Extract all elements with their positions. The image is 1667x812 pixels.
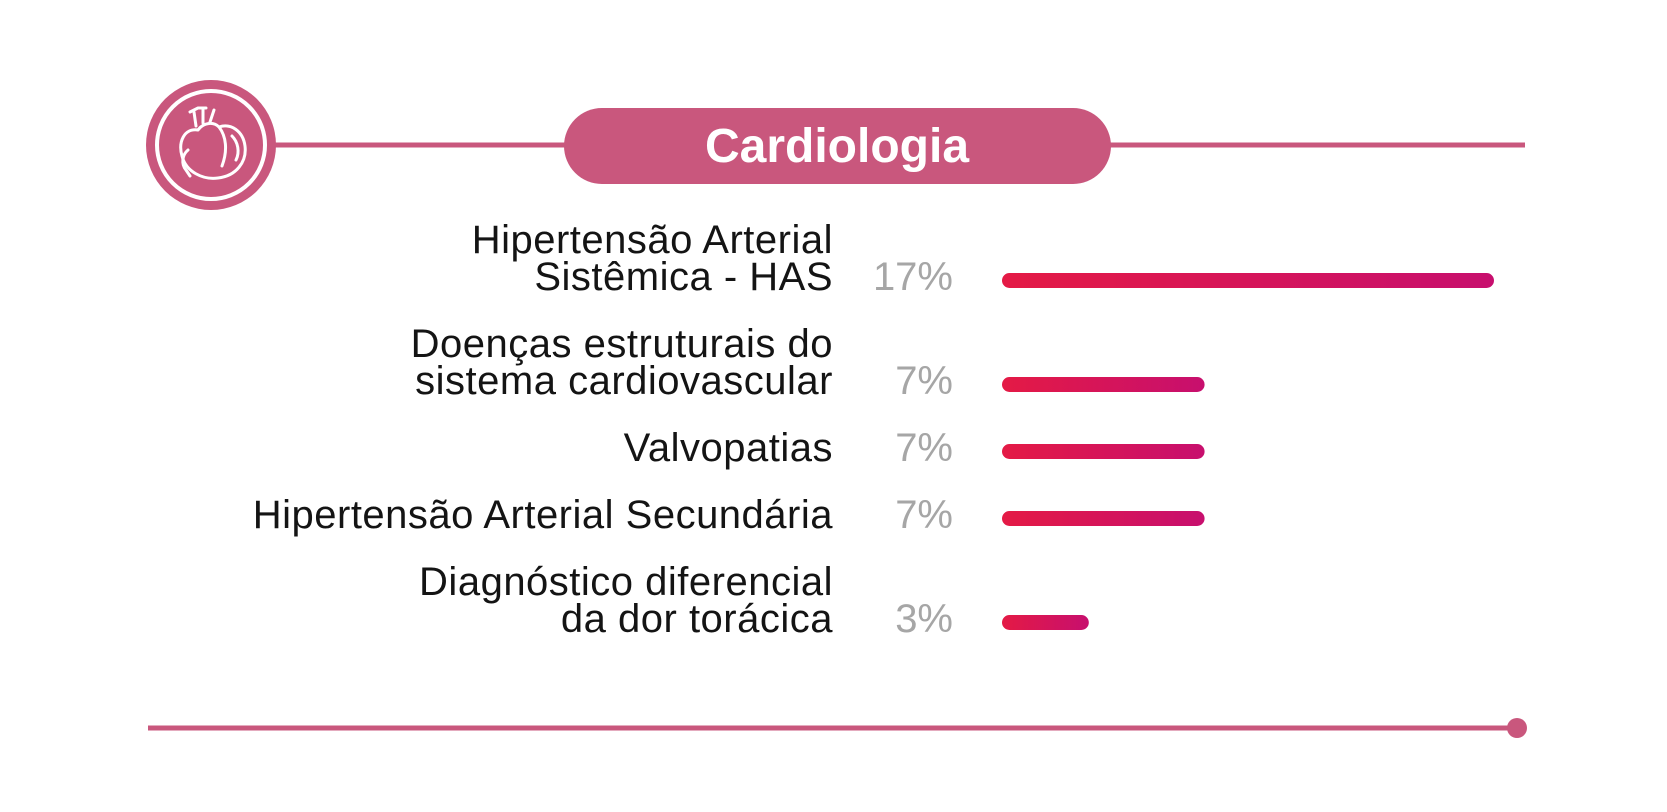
bar <box>1002 377 1205 392</box>
value-label: 7% <box>895 359 953 403</box>
value-label: 17% <box>873 255 953 299</box>
bar-row: Doenças estruturais do sistema cardiovasc… <box>411 322 1205 403</box>
bar <box>1002 511 1205 526</box>
category-label: Doenças estruturais do sistema cardiovasc… <box>411 322 833 403</box>
bar-row: Hipertensão Arterial Secundária 7% <box>253 493 1205 537</box>
bar-row: Diagnóstico diferencial da dor torácica 3% <box>419 560 1089 641</box>
bar <box>1002 273 1494 288</box>
bar-row: Hipertensão Arterial Sistêmica - HAS 17% <box>472 218 1494 299</box>
bar-row: Valvopatias 7% <box>624 426 1205 470</box>
category-label: Valvopatias <box>624 426 833 470</box>
footer-rule-endpoint <box>1507 718 1527 738</box>
value-label: 3% <box>895 597 953 641</box>
category-label-line: Hipertensão Arterial Secundária <box>253 493 834 537</box>
category-label: Diagnóstico diferencial da dor torácica <box>419 560 833 641</box>
category-label: Hipertensão Arterial Secundária <box>253 493 834 537</box>
bar <box>1002 615 1089 630</box>
category-label-line: sistema cardiovascular <box>415 359 833 403</box>
category-label-line: Valvopatias <box>624 426 833 470</box>
category-label: Hipertensão Arterial Sistêmica - HAS <box>472 218 833 299</box>
value-label: 7% <box>895 493 953 537</box>
category-label-line: Hipertensão Arterial <box>472 218 833 262</box>
value-label: 7% <box>895 426 953 470</box>
heart-icon <box>146 80 276 210</box>
category-label-line: Diagnóstico diferencial <box>419 560 833 604</box>
bar-rows: Hipertensão Arterial Sistêmica - HAS 17% Do… <box>253 218 1494 641</box>
chart-title: Cardiologia <box>705 120 969 173</box>
bar <box>1002 444 1205 459</box>
title-pill: Cardiologia <box>564 108 1111 184</box>
category-label-line: Doenças estruturais do <box>411 322 833 366</box>
category-label-line: da dor torácica <box>561 597 833 641</box>
category-label-line: Sistêmica - HAS <box>534 255 833 299</box>
